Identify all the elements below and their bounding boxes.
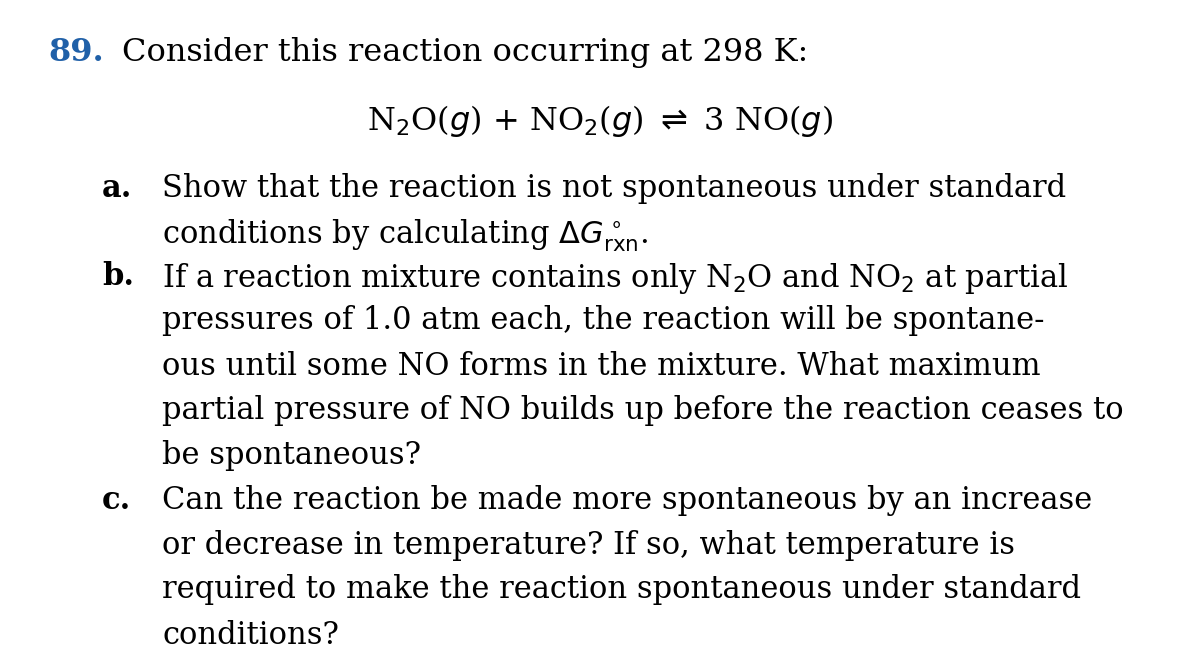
Text: a.: a.	[102, 173, 132, 204]
Text: required to make the reaction spontaneous under standard: required to make the reaction spontaneou…	[162, 574, 1081, 606]
Text: pressures of 1.0 atm each, the reaction will be spontane-: pressures of 1.0 atm each, the reaction …	[162, 305, 1044, 337]
Text: or decrease in temperature? If so, what temperature is: or decrease in temperature? If so, what …	[162, 530, 1015, 561]
Text: Show that the reaction is not spontaneous under standard: Show that the reaction is not spontaneou…	[162, 173, 1066, 204]
Text: If a reaction mixture contains only N$_2$O and NO$_2$ at partial: If a reaction mixture contains only N$_2…	[162, 261, 1068, 296]
Text: ous until some NO forms in the mixture. What maximum: ous until some NO forms in the mixture. …	[162, 351, 1040, 382]
Text: c.: c.	[102, 485, 131, 516]
Text: conditions?: conditions?	[162, 620, 338, 651]
Text: be spontaneous?: be spontaneous?	[162, 440, 421, 471]
Text: partial pressure of NO builds up before the reaction ceases to: partial pressure of NO builds up before …	[162, 395, 1123, 426]
Text: b.: b.	[102, 261, 134, 292]
Text: Can the reaction be made more spontaneous by an increase: Can the reaction be made more spontaneou…	[162, 485, 1092, 516]
Text: conditions by calculating $\Delta G^\circ_{\rm rxn}$.: conditions by calculating $\Delta G^\cir…	[162, 217, 648, 254]
Text: N$_2$O($g$) + NO$_2$($g$) $\rightleftharpoons$ 3 NO($g$): N$_2$O($g$) + NO$_2$($g$) $\rightlefthar…	[367, 103, 833, 139]
Text: 89.: 89.	[48, 37, 103, 68]
Text: Consider this reaction occurring at 298 K:: Consider this reaction occurring at 298 …	[122, 37, 809, 68]
